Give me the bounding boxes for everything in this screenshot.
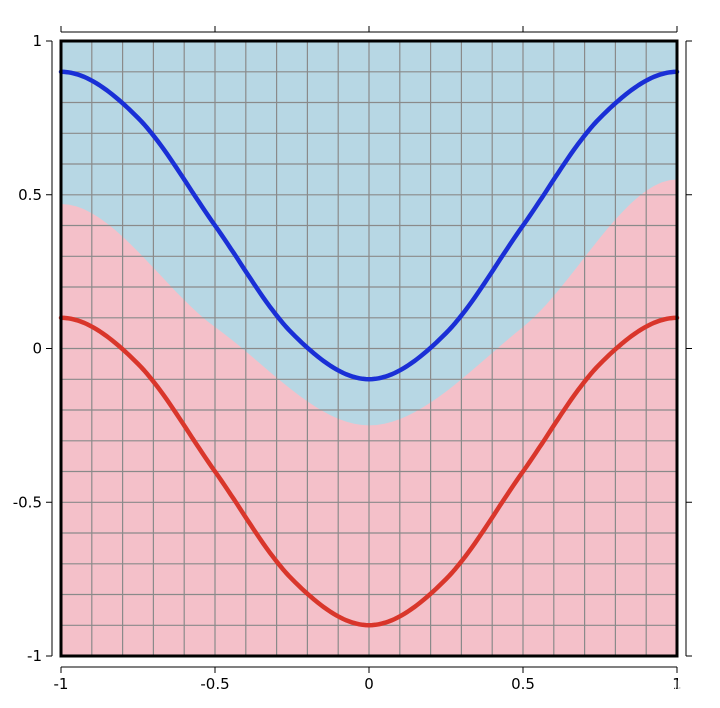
series-line-1 xyxy=(58,69,680,382)
y-tick-label: -0.5 xyxy=(13,493,42,511)
x-tick-label: 0.5 xyxy=(511,675,535,693)
plot-frame xyxy=(59,39,679,658)
x-tick-label: -1 xyxy=(54,675,69,693)
y-tick-label: 1 xyxy=(32,32,42,50)
watermark: 知乎 @鸣也 xyxy=(610,678,706,699)
y-tick-label: -1 xyxy=(27,647,42,665)
x-tick-label: -0.5 xyxy=(200,675,229,693)
x-tick-label: 1 xyxy=(672,675,682,693)
y-tick-label: 0 xyxy=(32,340,42,358)
y-tick-label: 0.5 xyxy=(18,186,42,204)
axis-ticks: -1 -0.5 0 0.5 1 -1 -0.5 0 0.5 1 xyxy=(13,26,692,693)
series-line-2 xyxy=(58,315,680,628)
x-tick-label: 0 xyxy=(364,675,374,693)
series-lines xyxy=(58,69,680,628)
